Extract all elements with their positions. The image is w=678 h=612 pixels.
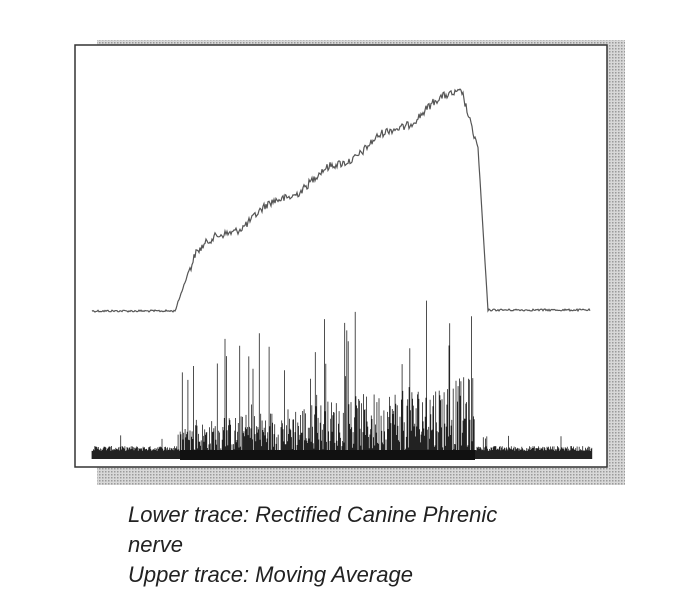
traces (91, 88, 593, 460)
caption-line: Upper trace: Moving Average (128, 562, 413, 587)
caption-line: nerve (128, 532, 184, 557)
upper-trace (91, 88, 591, 313)
frame (74, 44, 608, 468)
caption-line: Lower trace: Rectified Canine Phrenic (128, 502, 498, 527)
figure (74, 40, 625, 485)
